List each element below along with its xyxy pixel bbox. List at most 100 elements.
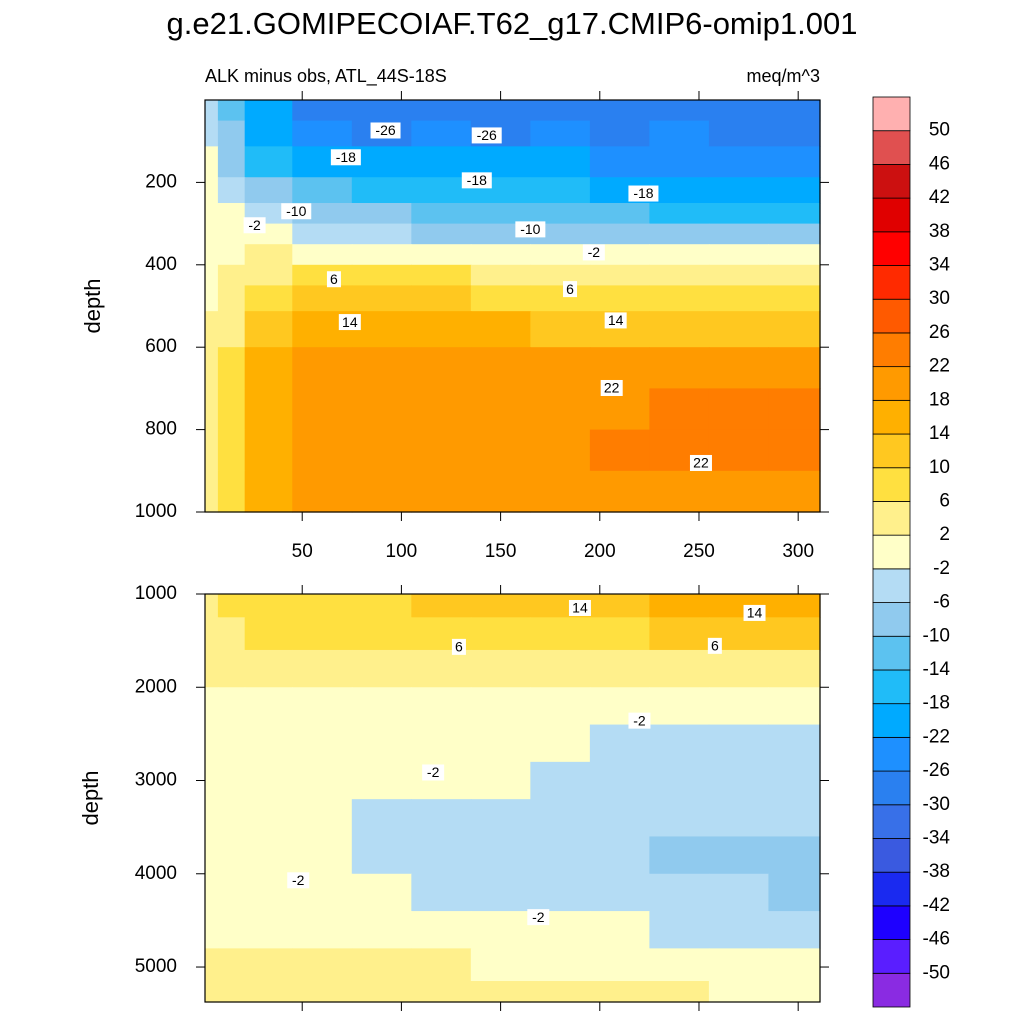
contour-cell: [768, 146, 821, 178]
contour-cell: [244, 388, 293, 431]
contour-cell: [217, 470, 246, 513]
contour-cell: [768, 203, 821, 225]
x-tick-label: 50: [292, 541, 313, 562]
contour-cell: [708, 223, 770, 245]
colorbar-label: 18: [929, 389, 950, 410]
contour-cell: [205, 388, 219, 431]
colorbar-box: [872, 669, 911, 705]
contour-cell: [649, 264, 710, 286]
contour-cell: [217, 146, 246, 178]
contour-cell: [351, 911, 412, 949]
colorbar-label: 6: [939, 490, 950, 511]
colorbar-box: [872, 602, 911, 637]
colorbar-box: [872, 164, 911, 199]
contour-cell: [411, 429, 472, 472]
contour-cell: [292, 687, 353, 726]
contour-cell: [205, 285, 219, 312]
colorbar-box: [872, 231, 911, 266]
contour-cell: [589, 470, 650, 513]
contour-cell: [411, 873, 472, 912]
contour-cell: [649, 223, 710, 245]
contour-label-box: [471, 127, 502, 144]
contour-cell: [470, 948, 531, 982]
contour-cell: [589, 836, 650, 875]
contour-cell: [530, 799, 591, 838]
contour-label: 22: [693, 455, 709, 471]
contour-cell: [411, 223, 472, 245]
contour-cell: [244, 244, 293, 266]
contour-cell: [292, 948, 353, 982]
contour-cell: [244, 799, 293, 838]
contour-label: -2: [588, 244, 601, 260]
contour-cell: [411, 244, 472, 266]
contour-label: -26: [477, 127, 497, 143]
contour-cell: [217, 264, 246, 286]
contour-label: -2: [633, 712, 646, 728]
contour-cell: [470, 244, 531, 266]
contour-cell: [217, 687, 246, 726]
contour-cell: [205, 948, 219, 982]
contour-cell: [217, 285, 246, 312]
contour-cell: [649, 311, 710, 348]
contour-cell: [708, 311, 770, 348]
contour-cell: [205, 203, 219, 225]
contour-cell: [351, 687, 412, 726]
contour-cell: [470, 203, 531, 225]
contour-cell: [292, 649, 353, 688]
contour-cell: [244, 761, 293, 800]
contour-cell: [708, 203, 770, 225]
colorbar-box: [872, 939, 911, 974]
contour-cell: [244, 177, 293, 204]
colorbar-box: [872, 433, 911, 469]
contour-cell: [351, 799, 412, 838]
colorbar-box: [872, 804, 911, 839]
contour-cell: [589, 617, 650, 651]
colorbar-box: [872, 265, 911, 300]
contour-cell: [205, 311, 219, 348]
contour-cell: [205, 120, 219, 147]
contour-cell: [351, 388, 412, 431]
plot-frame: [204, 99, 821, 513]
contour-cell: [768, 120, 821, 147]
figure-title: g.e21.GOMIPECOIAF.T62_g17.CMIP6-omip1.00…: [167, 6, 858, 41]
contour-cell: [530, 836, 591, 875]
contour-label-box: [330, 149, 361, 166]
contour-label: -10: [520, 221, 540, 237]
contour-cell: [244, 347, 293, 389]
contour-cell: [244, 594, 293, 618]
colorbar-label: 34: [929, 255, 951, 276]
contour-cell: [768, 347, 821, 389]
contour-cell: [205, 911, 219, 949]
contour-cell: [649, 100, 710, 122]
contour-cell: [411, 836, 472, 875]
contour-cell: [530, 617, 591, 651]
contour-cell: [205, 761, 219, 800]
contour-label-box: [628, 712, 651, 729]
contour-label-box: [628, 185, 659, 202]
contour-label-box: [287, 872, 310, 889]
contour-cell: [292, 244, 353, 266]
contour-cell: [530, 311, 591, 348]
contour-cell: [217, 120, 246, 147]
contour-cell: [205, 649, 219, 688]
colorbar-label: 26: [929, 322, 950, 343]
contour-label-box: [527, 909, 550, 926]
contour-cell: [244, 617, 293, 651]
contour-cell: [351, 836, 412, 875]
contour-cell: [351, 594, 412, 618]
contour-label-box: [689, 454, 712, 471]
contour-cell: [530, 347, 591, 389]
y-tick-label: 4000: [135, 863, 177, 884]
y-tick-label: 5000: [135, 956, 177, 977]
contour-cell: [244, 120, 293, 147]
colorbar-label: -42: [923, 895, 950, 916]
contour-cell: [768, 649, 821, 688]
colorbar-label: -46: [923, 929, 950, 950]
colorbar-label: -18: [923, 693, 950, 714]
contour-cell: [411, 177, 472, 204]
contour-cell: [217, 223, 246, 245]
contour-cell: [351, 203, 412, 225]
contour-cell: [589, 120, 650, 147]
contour-cell: [292, 177, 353, 204]
left-string: ALK minus obs, ATL_44S-18S: [205, 66, 447, 87]
